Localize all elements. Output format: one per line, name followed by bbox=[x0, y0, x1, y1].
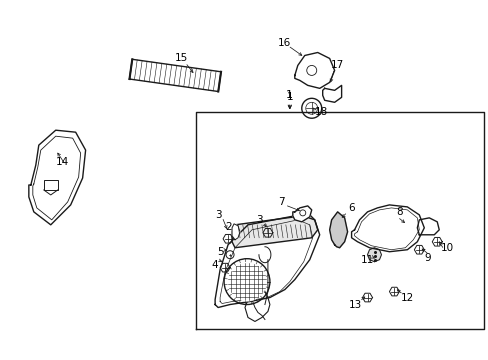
Text: 5: 5 bbox=[216, 247, 223, 257]
Text: 9: 9 bbox=[423, 253, 430, 263]
Polygon shape bbox=[329, 212, 347, 248]
Polygon shape bbox=[232, 215, 317, 248]
Text: 13: 13 bbox=[348, 300, 362, 310]
Text: 8: 8 bbox=[395, 207, 402, 217]
Text: 3: 3 bbox=[214, 210, 221, 220]
Polygon shape bbox=[215, 215, 319, 307]
Circle shape bbox=[226, 262, 266, 302]
Text: 12: 12 bbox=[400, 293, 413, 302]
Polygon shape bbox=[294, 53, 334, 88]
Polygon shape bbox=[232, 224, 240, 240]
Text: 4: 4 bbox=[211, 260, 218, 270]
Text: 17: 17 bbox=[330, 60, 344, 71]
Text: 11: 11 bbox=[360, 255, 373, 265]
Polygon shape bbox=[367, 248, 381, 262]
Text: 6: 6 bbox=[347, 203, 354, 213]
Text: 3: 3 bbox=[256, 215, 263, 225]
Polygon shape bbox=[322, 85, 341, 102]
Polygon shape bbox=[351, 205, 424, 252]
Text: 10: 10 bbox=[440, 243, 453, 253]
Polygon shape bbox=[29, 130, 85, 225]
Polygon shape bbox=[416, 218, 438, 235]
Text: 7: 7 bbox=[278, 197, 285, 207]
Bar bbox=[44, 180, 58, 190]
Polygon shape bbox=[292, 206, 311, 222]
Text: 2: 2 bbox=[224, 222, 231, 232]
Text: 1: 1 bbox=[286, 92, 292, 102]
Text: 16: 16 bbox=[278, 37, 291, 48]
Text: 15: 15 bbox=[174, 54, 187, 63]
Text: 1: 1 bbox=[286, 90, 293, 100]
Text: 18: 18 bbox=[314, 107, 327, 117]
Text: 14: 14 bbox=[56, 157, 69, 167]
